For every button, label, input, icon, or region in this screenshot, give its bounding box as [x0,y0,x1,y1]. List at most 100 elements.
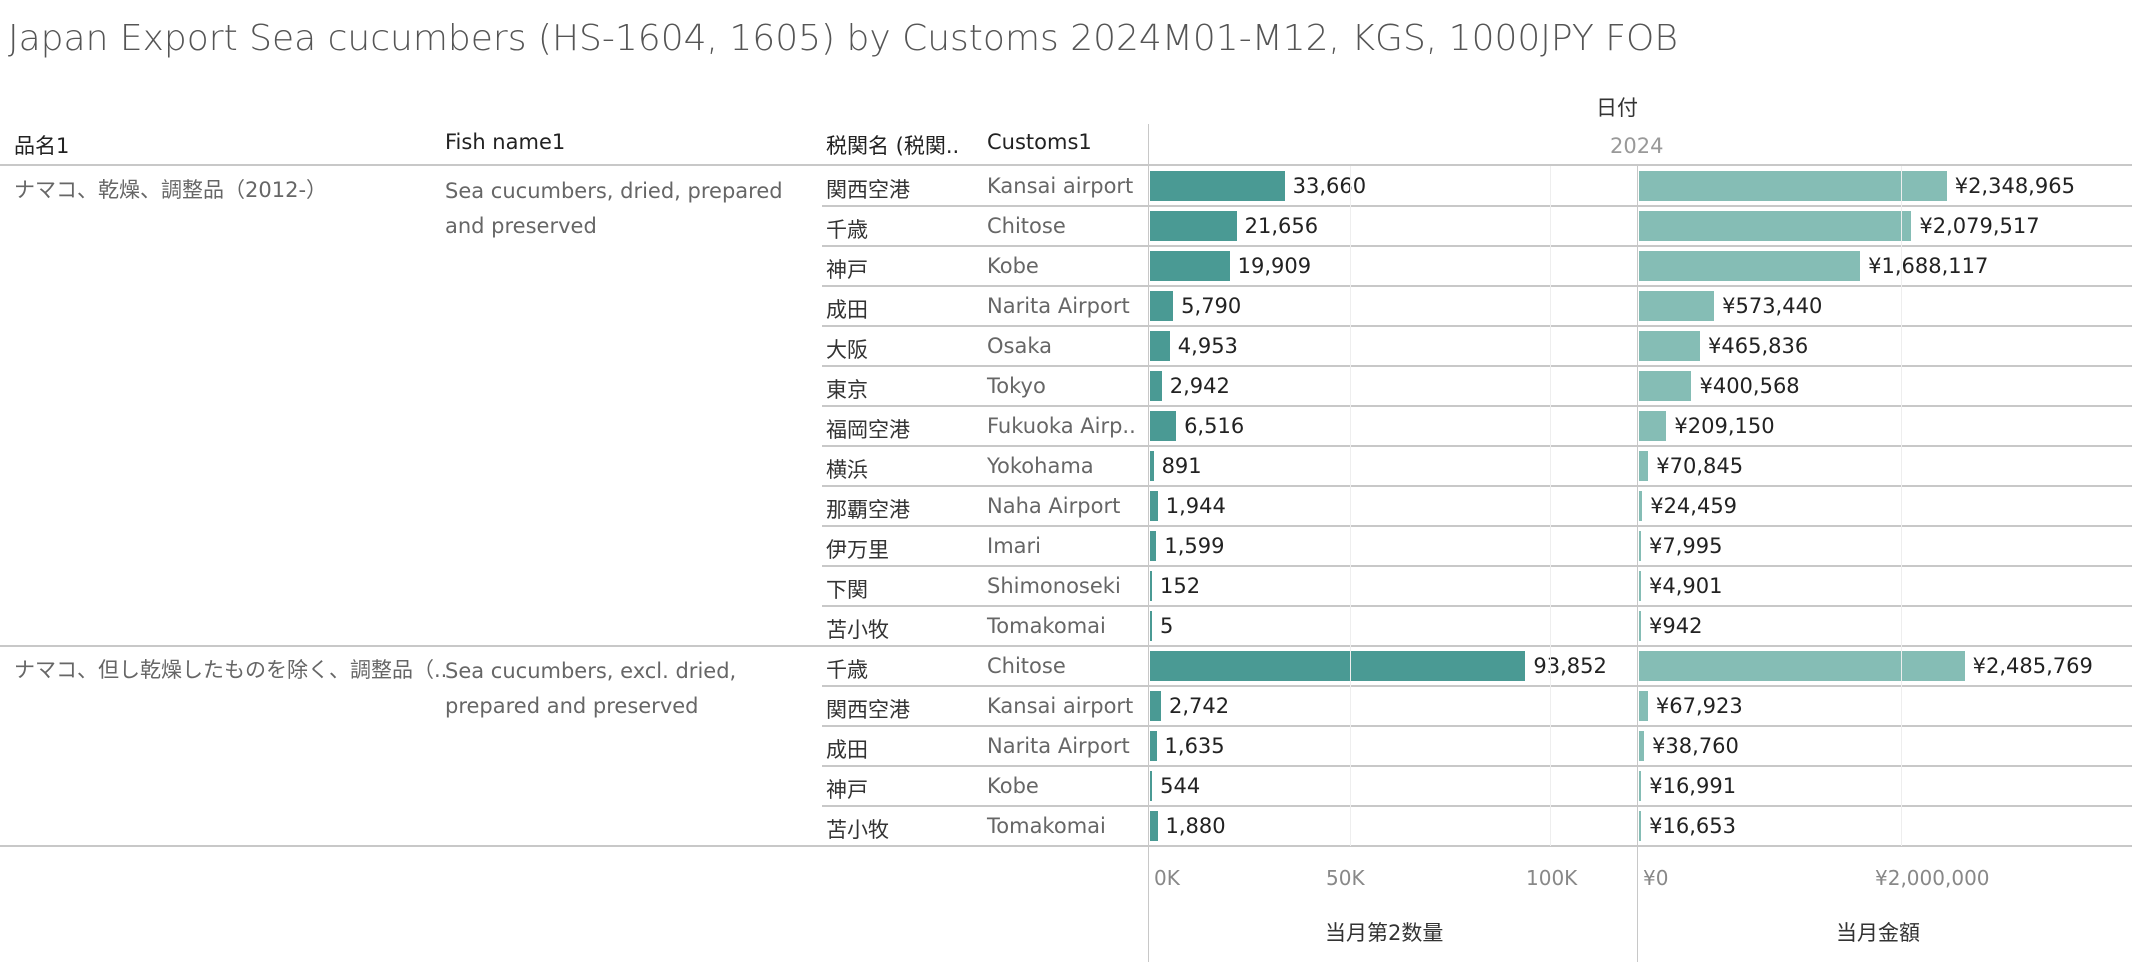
qty-bar[interactable] [1150,571,1152,601]
amount-bar[interactable] [1639,811,1642,841]
customs-jp: 苫小牧 [826,818,889,842]
qty-bar[interactable] [1150,251,1230,281]
amount-label: ¥573,440 [1722,294,1823,318]
customs-en: Yokohama [987,454,1094,478]
fish-name: Sea cucumbers, dried, prepared and prese… [445,179,783,238]
qty-tick-label: 0K [1154,866,1180,890]
group-rule [0,645,2132,647]
item-header[interactable]: 品名1 [14,134,70,158]
qty-bar[interactable] [1150,651,1526,681]
customs-jp: 伊万里 [826,538,889,562]
amount-bar[interactable] [1639,771,1642,801]
qty-label: 1,944 [1165,494,1226,518]
qty-bar[interactable] [1150,691,1161,721]
amount-bar[interactable] [1639,291,1715,321]
gridline-qty [1350,166,1351,846]
amount-bar[interactable] [1639,411,1667,441]
qty-bar[interactable] [1150,211,1237,241]
customs-jp: 成田 [826,298,868,322]
qty-label: 1,880 [1165,814,1226,838]
gridline-amount [1901,166,1902,846]
customs-en: Chitose [987,654,1066,678]
customs-jp: 東京 [826,378,868,402]
measure-divider [1637,166,1638,962]
amount-label: ¥400,568 [1699,374,1800,398]
qty-bar[interactable] [1150,771,1153,801]
qty-label: 1,635 [1164,734,1225,758]
qty-bar[interactable] [1150,411,1177,441]
row-rule [822,805,2132,807]
customs-jp-header[interactable]: 税関名 (税関.. [826,134,960,158]
customs-en: Kobe [987,774,1039,798]
amount-bar[interactable] [1639,571,1641,601]
group-rule [0,845,2132,847]
qty-label: 1,599 [1164,534,1225,558]
amount-label: ¥2,485,769 [1972,654,2093,678]
customs-jp: 大阪 [826,338,868,362]
row-rule [822,405,2132,407]
customs-en: Narita Airport [987,294,1130,318]
fish-name-header[interactable]: Fish name1 [445,130,566,154]
customs-jp: 千歳 [826,218,868,242]
customs-en: Kansai airport [987,694,1134,718]
qty-label: 2,742 [1168,694,1230,718]
qty-bar[interactable] [1150,611,1152,641]
row-rule [822,205,2132,207]
amount-label: ¥4,901 [1649,574,1723,598]
qty-label: 891 [1161,454,1202,478]
amount-bar[interactable] [1639,171,1947,201]
customs-jp: 千歳 [826,658,868,682]
amount-bar[interactable] [1639,691,1648,721]
qty-label: 5 [1160,614,1174,638]
row-rule [822,285,2132,287]
gridline-qty [1550,166,1551,846]
amount-bar[interactable] [1639,491,1643,521]
qty-bar[interactable] [1150,531,1157,561]
amount-bar[interactable] [1639,251,1861,281]
qty-label: 544 [1160,774,1201,798]
customs-en: Kobe [987,254,1039,278]
qty-bar[interactable] [1150,491,1158,521]
customs-jp: 福岡空港 [826,418,910,442]
row-rule [822,605,2132,607]
item-name: ナマコ、但し乾燥したものを除く、調整品（.. [14,658,448,682]
amount-bar[interactable] [1639,371,1692,401]
amount-bar[interactable] [1639,451,1649,481]
qty-bar[interactable] [1150,371,1162,401]
customs-en: Narita Airport [987,734,1130,758]
amount-bar[interactable] [1639,331,1701,361]
date-header: 日付 [1596,96,1638,120]
qty-label: 2,942 [1169,374,1230,398]
amount-bar[interactable] [1639,651,1965,681]
amount-bar[interactable] [1639,531,1641,561]
row-rule [822,245,2132,247]
customs-en: Osaka [987,334,1052,358]
customs-en: Tomakomai [987,614,1106,638]
amount-bar[interactable] [1639,611,1641,641]
customs-en: Naha Airport [987,494,1121,518]
qty-bar[interactable] [1150,331,1170,361]
qty-bar[interactable] [1150,731,1157,761]
axis-divider [1148,124,1149,962]
amount-bar[interactable] [1639,731,1645,761]
amount-tick-label: ¥2,000,000 [1875,866,1990,890]
customs-en: Kansai airport [987,174,1134,198]
amount-label: ¥16,653 [1649,814,1737,838]
amount-label: ¥24,459 [1650,494,1738,518]
customs-en: Shimonoseki [987,574,1121,598]
row-rule [822,725,2132,727]
row-rule [822,765,2132,767]
amount-bar[interactable] [1639,211,1912,241]
customs-jp: 関西空港 [826,178,910,202]
amount-label: ¥70,845 [1656,454,1744,478]
customs-jp: 神戸 [826,778,868,802]
qty-bar[interactable] [1150,451,1154,481]
amount-label: ¥16,991 [1649,774,1737,798]
qty-bar[interactable] [1150,171,1285,201]
customs-en: Imari [987,534,1041,558]
qty-tick-label: 100K [1526,866,1578,890]
qty-bar[interactable] [1150,811,1158,841]
qty-bar[interactable] [1150,291,1174,321]
year-header: 2024 [1610,134,1664,158]
customs-en-header[interactable]: Customs1 [987,130,1092,154]
